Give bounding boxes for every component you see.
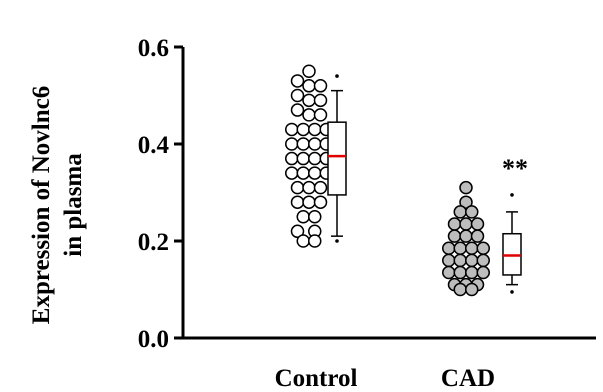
data-point: [302, 79, 316, 93]
iqr-box: [327, 121, 347, 196]
data-point: [476, 241, 490, 256]
data-point: [308, 210, 322, 224]
data-point: [453, 253, 467, 268]
data-point: [285, 122, 299, 137]
data-point: [465, 265, 479, 280]
data-point: [290, 180, 305, 195]
data-point: [453, 282, 467, 297]
y-tick-label: 0.2: [138, 229, 169, 256]
data-point: [285, 137, 299, 151]
outlier-point: [335, 239, 339, 243]
data-point: [313, 108, 328, 122]
data-point: [302, 64, 316, 78]
data-point: [296, 210, 310, 224]
data-point: [296, 234, 310, 248]
x-labels: Control CAD: [275, 365, 496, 392]
data-point: [465, 241, 479, 256]
data-point: [308, 151, 322, 166]
data-point: [313, 79, 328, 93]
significance-label: **: [502, 154, 528, 183]
data-point: [290, 74, 305, 88]
data-point: [476, 253, 490, 268]
data-point: [459, 195, 473, 209]
x-category-label: Control: [275, 365, 358, 392]
data-point: [459, 229, 473, 243]
data-point: [470, 217, 485, 231]
outlier-point: [510, 290, 514, 294]
data-point: [459, 217, 473, 231]
data-point: [285, 166, 299, 180]
data-point: [470, 229, 485, 243]
data-point: [302, 93, 316, 108]
data-point: [296, 151, 310, 166]
data-point: [296, 137, 310, 151]
data-point: [290, 224, 305, 239]
data-point: [313, 180, 328, 195]
data-point: [290, 103, 305, 117]
y-tick-label: 0.6: [138, 35, 169, 62]
data-point: [308, 122, 322, 137]
data-point: [308, 166, 322, 180]
data-point: [302, 180, 316, 195]
y-ticks: 0.0 0.2 0.4 0.6: [138, 35, 183, 353]
data-point: [308, 137, 322, 151]
data-point: [285, 151, 299, 166]
data-point: [296, 122, 310, 137]
data-point: [453, 241, 467, 256]
box-plot: [327, 74, 347, 243]
data-point: [447, 217, 462, 231]
data-point: [290, 195, 305, 209]
y-tick-label: 0.4: [138, 132, 170, 159]
data-point: [453, 205, 467, 219]
group-cad: **: [442, 154, 528, 297]
y-tick-label: 0.0: [138, 326, 169, 353]
data-point: [302, 195, 316, 209]
y-axis-label-line2: in plasma: [60, 153, 87, 257]
data-point: [476, 265, 490, 280]
data-point: [465, 205, 479, 219]
y-axis-label: Expression of Novlnc6 in plasma: [28, 86, 87, 324]
data-point: [302, 108, 316, 122]
outlier-point: [335, 74, 339, 78]
data-point: [313, 195, 328, 209]
outlier-point: [510, 193, 514, 197]
data-point: [465, 282, 479, 297]
data-point: [442, 253, 456, 268]
data-point: [459, 180, 473, 195]
data-point: [465, 253, 479, 268]
x-category-label: CAD: [441, 365, 495, 392]
data-point: [290, 88, 305, 103]
box-plot: [502, 193, 522, 294]
data-point: [313, 93, 328, 108]
data-point: [447, 229, 462, 243]
y-axis-label-line1: Expression of Novlnc6: [28, 86, 55, 324]
data-point: [442, 265, 456, 280]
data-point: [442, 241, 456, 256]
group-control: [285, 64, 347, 248]
plot-area: **: [285, 64, 528, 297]
data-point: [453, 265, 467, 280]
data-point: [308, 234, 322, 248]
data-point: [296, 166, 310, 180]
